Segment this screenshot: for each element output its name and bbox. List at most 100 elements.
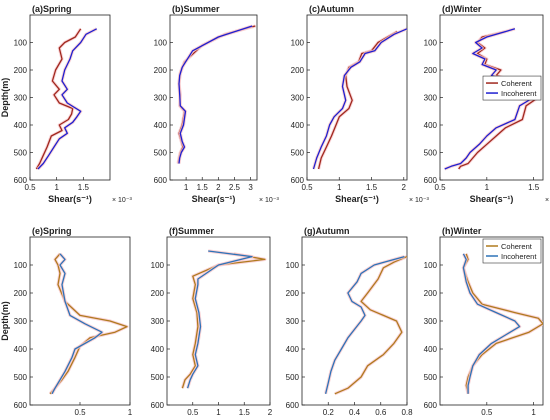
panel-title: (b)Summer [172, 4, 220, 14]
legend-box [482, 238, 542, 264]
x-tick-label: 0.4 [349, 408, 361, 417]
plot-area [169, 14, 258, 181]
panel-8: 1002003004005006000.51(h)WinterKE(J/m³)C… [424, 226, 544, 420]
y-tick-label: 400 [291, 121, 305, 130]
panel-6: 1002003004005006000.511.52(f)SummerKE(J/… [151, 226, 273, 420]
x-axis-label: Shear(s⁻¹) [48, 194, 92, 204]
panels: 100 200 300 400 500 600 0.5 1 1.5 (a)Spring Shear(… [0, 4, 550, 420]
y-tick-label: 300 [154, 94, 168, 103]
y-tick-label: 300 [424, 94, 438, 103]
y-tick-label: 500 [424, 149, 438, 158]
legend-label-coherent: Coherent [501, 79, 533, 88]
series-line-coherent [334, 256, 407, 395]
y-axis-label: Depth(m) [0, 78, 10, 118]
series-line-incoherent [178, 25, 253, 164]
y-tick-label: 200 [424, 289, 438, 298]
series-group [324, 255, 407, 396]
panel-7: 1002003004005006000.20.40.60.8(g)AutumnK… [286, 226, 413, 420]
x-tick-label: 1.5 [78, 183, 90, 192]
y-tick-label: 200 [14, 289, 28, 298]
x-tick-label: 0.2 [323, 408, 335, 417]
x-axis-exponent: × 10⁻³ [112, 197, 133, 204]
plot-area [439, 236, 544, 406]
y-tick-label: 200 [424, 66, 438, 75]
x-tick-label: 1 [216, 408, 221, 417]
y-tick-label: 300 [286, 317, 300, 326]
series-line-coherent [317, 30, 398, 170]
x-tick-label: 0.5 [74, 408, 86, 417]
legend-label-incoherent: Incoherent [501, 252, 537, 261]
x-tick-label: 1 [337, 183, 342, 192]
y-tick-label: 200 [151, 289, 165, 298]
series-group [311, 27, 407, 170]
panel-title: (e)Spring [32, 226, 72, 236]
y-tick-label: 400 [286, 345, 300, 354]
y-tick-label: 500 [154, 149, 168, 158]
panel-title: (a)Spring [32, 4, 72, 14]
y-tick-label: 600 [151, 401, 165, 410]
x-tick-label: 1 [184, 183, 189, 192]
y-tick-label: 500 [14, 149, 28, 158]
x-tick-label: 2 [268, 408, 273, 417]
y-tick-label: 300 [291, 94, 305, 103]
y-tick-label: 400 [151, 345, 165, 354]
series-group [180, 249, 267, 389]
plot-area [166, 236, 271, 406]
y-tick-label: 400 [14, 345, 28, 354]
x-tick-label: 1.5 [197, 183, 209, 192]
x-tick-label: 1.5 [366, 183, 378, 192]
series-line-incoherent [324, 255, 405, 394]
y-tick-label: 100 [286, 261, 300, 270]
x-tick-label: 1 [128, 408, 133, 417]
x-axis-exponent: × 10⁻³ [545, 197, 550, 204]
panel-title: (g)Autumn [304, 226, 349, 236]
x-tick-label: 0.6 [375, 408, 387, 417]
series-line-incoherent [462, 253, 521, 394]
panel-2: 100 200 300 400 500 600 1 1.5 2 2.5 3 (b)Summer Shea… [154, 4, 280, 204]
y-tick-label: 500 [151, 373, 165, 382]
y-tick-label: 100 [154, 39, 168, 48]
series-group [176, 24, 256, 164]
y-tick-label: 100 [424, 261, 438, 270]
series-line-coherent [49, 253, 128, 395]
x-tick-label: 2 [402, 183, 407, 192]
x-tick-label: 0.5 [187, 408, 199, 417]
x-tick-label: 1.5 [528, 183, 540, 192]
series-line-incoherent [312, 28, 407, 170]
y-tick-label: 100 [291, 39, 305, 48]
x-axis-label: Shear(s⁻¹) [192, 194, 236, 204]
x-tick-label: 3 [248, 183, 253, 192]
panel-title: (f)Summer [169, 226, 215, 236]
panel-title: (h)Winter [442, 226, 482, 236]
series-line-incoherent [51, 253, 103, 395]
y-tick-label: 500 [14, 373, 28, 382]
x-axis-exponent: × 10⁻³ [259, 197, 280, 204]
y-tick-label: 600 [14, 401, 28, 410]
legend-label-incoherent: Incoherent [501, 89, 537, 98]
y-tick-label: 500 [424, 373, 438, 382]
x-tick-label: 1 [531, 408, 536, 417]
series-group [35, 27, 98, 171]
y-axis-label: Depth(m) [0, 301, 10, 341]
y-tick-label: 400 [424, 345, 438, 354]
series-group [461, 253, 543, 395]
y-tick-label: 600 [286, 401, 300, 410]
panel-title: (c)Autumn [309, 4, 354, 14]
x-tick-label: 0.5 [481, 408, 493, 417]
x-tick-label: 0.8 [401, 408, 413, 417]
x-tick-label: 1.5 [239, 408, 251, 417]
y-tick-label: 300 [424, 317, 438, 326]
y-tick-label: 600 [14, 176, 28, 185]
y-tick-label: 600 [291, 176, 305, 185]
legend-box [482, 75, 542, 101]
x-axis-label: Shear(s⁻¹) [470, 194, 514, 204]
y-tick-label: 100 [424, 39, 438, 48]
y-tick-label: 500 [286, 373, 300, 382]
y-tick-label: 200 [14, 66, 28, 75]
legend-label-coherent: Coherent [501, 242, 533, 251]
x-tick-label: 1 [485, 183, 490, 192]
